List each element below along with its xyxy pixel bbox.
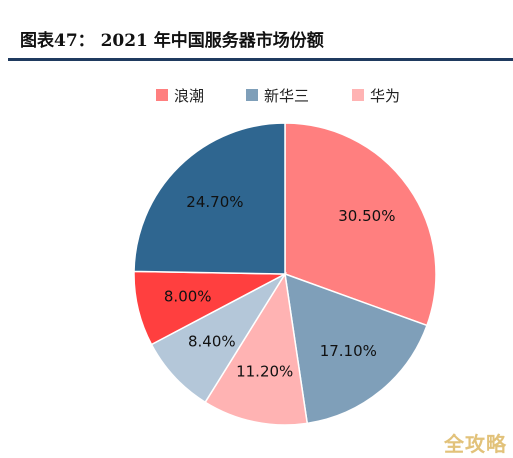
pie-slice-2	[204, 271, 309, 426]
legend-item-huawei: 华为	[352, 84, 400, 106]
legend-swatch-h3c	[246, 89, 258, 101]
chart-header: 图表47： 2021 年中国服务器市场份额	[0, 0, 513, 64]
watermark-logo: 全攻略	[444, 432, 507, 456]
legend-label-inspur: 浪潮	[174, 86, 205, 105]
pie-slice-5	[133, 122, 286, 275]
chart-legend: 浪潮 新华三 华为	[0, 84, 513, 106]
pie-slice-0	[284, 122, 437, 327]
title-divider	[8, 58, 513, 61]
pie-slice-1	[284, 272, 428, 425]
pie-slice-label-0: 30.50%	[338, 207, 395, 225]
legend-label-huawei: 华为	[370, 86, 401, 105]
legend-swatch-huawei	[352, 89, 364, 101]
pie-slice-label-1: 17.10%	[320, 342, 377, 360]
pie-slice-label-3: 8.40%	[188, 333, 236, 351]
legend-label-h3c: 新华三	[264, 86, 310, 105]
pie-slice-label-2: 11.20%	[236, 362, 293, 380]
legend-swatch-inspur	[156, 89, 168, 101]
chart-title: 图表47： 2021 年中国服务器市场份额	[20, 31, 324, 51]
legend-item-h3c: 新华三	[246, 84, 309, 106]
legend-item-inspur: 浪潮	[156, 84, 204, 106]
pie-slice-label-4: 8.00%	[164, 288, 212, 306]
pie-slice-label-5: 24.70%	[186, 193, 243, 211]
